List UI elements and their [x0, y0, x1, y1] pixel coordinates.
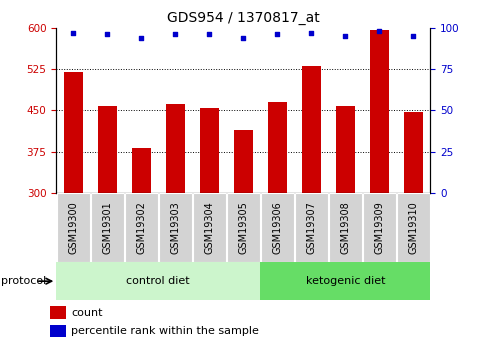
Text: GSM19308: GSM19308: [340, 201, 349, 254]
Text: GSM19307: GSM19307: [305, 201, 316, 254]
Bar: [369, 30, 388, 193]
Bar: [226, 193, 259, 262]
Bar: [193, 193, 225, 262]
Text: GSM19302: GSM19302: [136, 201, 146, 254]
Bar: [91, 193, 123, 262]
Point: [408, 33, 416, 39]
Bar: [50, 325, 65, 337]
Point: [171, 31, 179, 37]
Bar: [335, 106, 354, 193]
Text: percentile rank within the sample: percentile rank within the sample: [71, 326, 259, 336]
Bar: [57, 193, 89, 262]
Point: [375, 28, 383, 34]
Point: [307, 30, 315, 35]
Text: GSM19306: GSM19306: [272, 201, 282, 254]
Bar: [64, 72, 82, 193]
Bar: [301, 66, 320, 193]
Text: GSM19300: GSM19300: [68, 201, 78, 254]
Text: control diet: control diet: [126, 276, 190, 286]
Point: [341, 33, 348, 39]
Point: [273, 31, 281, 37]
Bar: [396, 193, 429, 262]
Bar: [132, 148, 150, 193]
Text: GSM19304: GSM19304: [204, 201, 214, 254]
Text: GSM19310: GSM19310: [407, 201, 417, 254]
Bar: [260, 262, 429, 300]
Bar: [200, 108, 218, 193]
Bar: [267, 102, 286, 193]
Text: GSM19303: GSM19303: [170, 201, 180, 254]
Point: [69, 30, 77, 35]
Point: [205, 31, 213, 37]
Bar: [362, 193, 395, 262]
Point: [239, 35, 246, 40]
Bar: [124, 193, 157, 262]
Bar: [159, 193, 191, 262]
Bar: [261, 193, 293, 262]
Text: protocol: protocol: [1, 276, 46, 286]
Text: GSM19301: GSM19301: [102, 201, 112, 254]
Text: count: count: [71, 308, 102, 317]
Point: [103, 31, 111, 37]
Bar: [294, 193, 327, 262]
Title: GDS954 / 1370817_at: GDS954 / 1370817_at: [166, 11, 319, 25]
Bar: [56, 262, 260, 300]
Bar: [233, 130, 252, 193]
Bar: [165, 104, 184, 193]
Bar: [403, 112, 422, 193]
Bar: [328, 193, 361, 262]
Text: GSM19309: GSM19309: [373, 201, 384, 254]
Text: ketogenic diet: ketogenic diet: [305, 276, 384, 286]
Text: GSM19305: GSM19305: [238, 201, 248, 254]
Point: [137, 35, 145, 40]
Bar: [98, 106, 116, 193]
Bar: [50, 306, 65, 319]
